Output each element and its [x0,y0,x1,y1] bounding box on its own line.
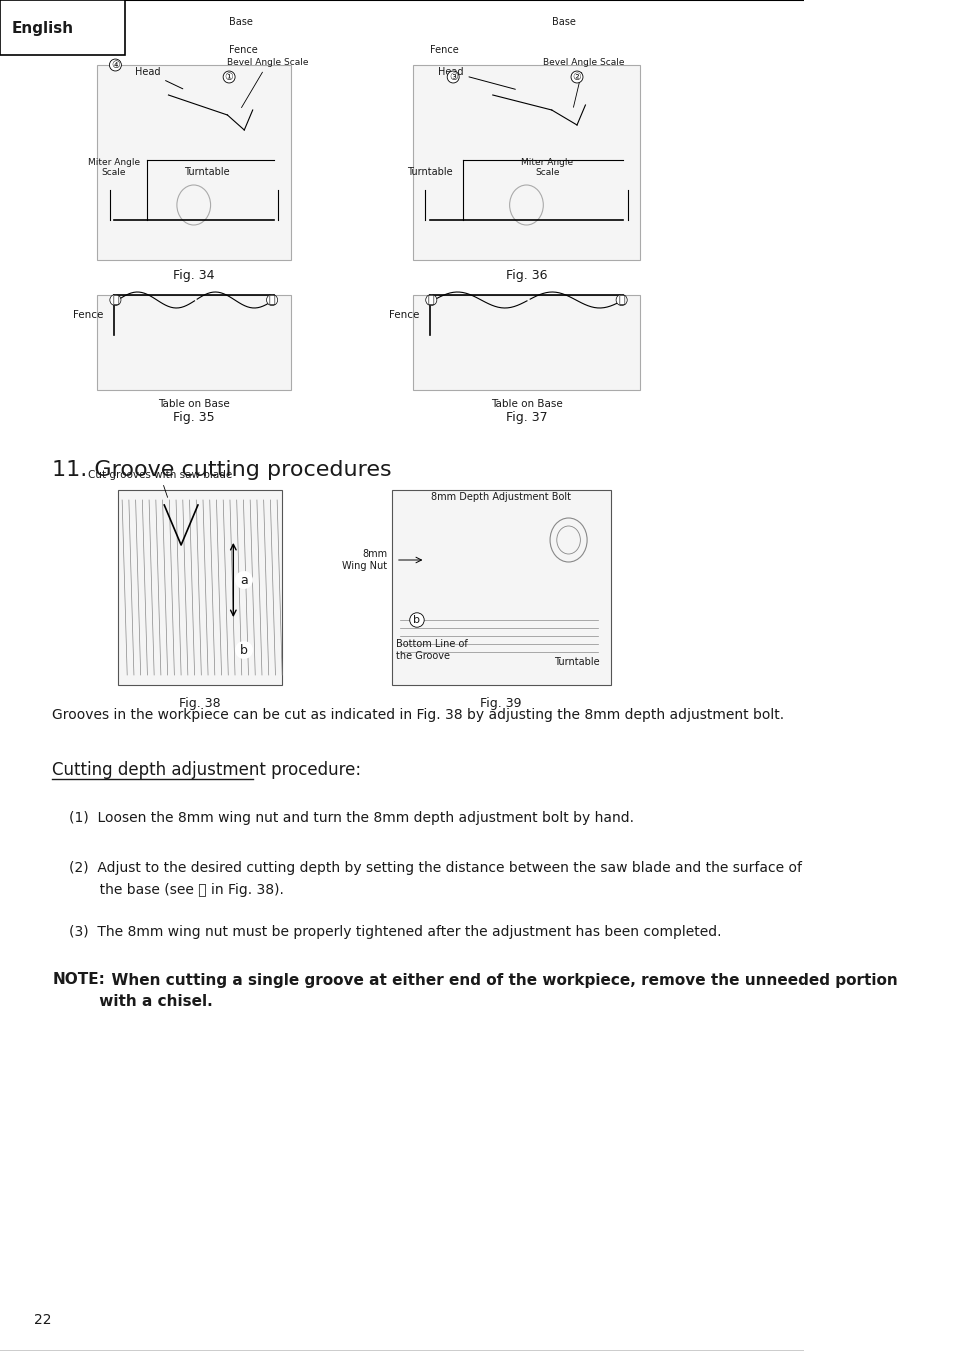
Text: the base (see ⓑ in Fig. 38).: the base (see ⓑ in Fig. 38). [69,884,284,897]
Text: Turntable: Turntable [554,657,599,667]
Text: ①: ① [225,72,233,82]
Text: 8mm
Wing Nut: 8mm Wing Nut [342,550,387,571]
Text: Cutting depth adjustment procedure:: Cutting depth adjustment procedure: [52,761,361,780]
Bar [118,490,282,685]
Text: 22: 22 [33,1313,51,1327]
Text: Fig. 38: Fig. 38 [179,697,221,709]
Bar [97,65,291,259]
Text: Bevel Angle Scale: Bevel Angle Scale [543,58,624,107]
Text: b: b [240,643,248,657]
Text: Ⓐ: Ⓐ [269,295,275,305]
Text: Cut grooves with saw blade: Cut grooves with saw blade [88,470,232,497]
Text: English: English [11,20,73,35]
Text: ④: ④ [111,59,120,70]
Text: Fig. 39: Fig. 39 [480,697,521,709]
Text: Grooves in the workpiece can be cut as indicated in Fig. 38 by adjusting the 8mm: Grooves in the workpiece can be cut as i… [52,708,783,721]
Text: Fence: Fence [429,45,457,55]
Text: Table on Base: Table on Base [490,399,561,409]
Text: Fence: Fence [73,309,104,320]
Text: b: b [413,615,420,626]
Text: ②: ② [572,72,580,82]
Bar [97,295,291,390]
Text: Fig. 35: Fig. 35 [172,412,214,424]
Bar [392,490,610,685]
Text: Miter Angle
Scale: Miter Angle Scale [88,158,140,177]
Bar [413,65,639,259]
Text: 11. Groove cutting procedures: 11. Groove cutting procedures [52,459,392,480]
Text: ③: ③ [448,72,457,82]
Text: (1)  Loosen the 8mm wing nut and turn the 8mm depth adjustment bolt by hand.: (1) Loosen the 8mm wing nut and turn the… [69,811,634,825]
Text: Fig. 34: Fig. 34 [172,269,214,282]
Text: When cutting a single groove at either end of the workpiece, remove the unneeded: When cutting a single groove at either e… [101,973,897,988]
Text: Ⓑ: Ⓑ [112,295,118,305]
Text: Table on Base: Table on Base [157,399,230,409]
Text: with a chisel.: with a chisel. [52,994,213,1009]
Text: Ⓐ: Ⓐ [428,295,435,305]
Text: Head: Head [134,68,183,89]
Text: Fence: Fence [229,45,257,55]
Text: Fig. 37: Fig. 37 [505,412,547,424]
Text: (3)  The 8mm wing nut must be properly tightened after the adjustment has been c: (3) The 8mm wing nut must be properly ti… [69,925,720,939]
Bar [413,295,639,390]
Text: 8mm Depth Adjustment Bolt: 8mm Depth Adjustment Bolt [431,492,571,503]
Text: (2)  Adjust to the desired cutting depth by setting the distance between the saw: (2) Adjust to the desired cutting depth … [69,861,801,875]
Text: Bevel Angle Scale: Bevel Angle Scale [227,58,309,108]
Text: Bottom Line of
the Groove: Bottom Line of the Groove [395,639,467,661]
Text: Turntable: Turntable [406,168,452,177]
Text: a: a [240,574,248,586]
Text: Head: Head [437,68,515,89]
Text: Base: Base [229,18,253,27]
Text: Base: Base [551,18,575,27]
Text: Turntable: Turntable [183,168,229,177]
Text: Fence: Fence [389,309,419,320]
Text: Fig. 36: Fig. 36 [505,269,547,282]
Text: NOTE:: NOTE: [52,973,105,988]
Text: Miter Angle
Scale: Miter Angle Scale [521,158,573,177]
Text: Ⓑ: Ⓑ [618,295,624,305]
Bar [0,0,125,55]
